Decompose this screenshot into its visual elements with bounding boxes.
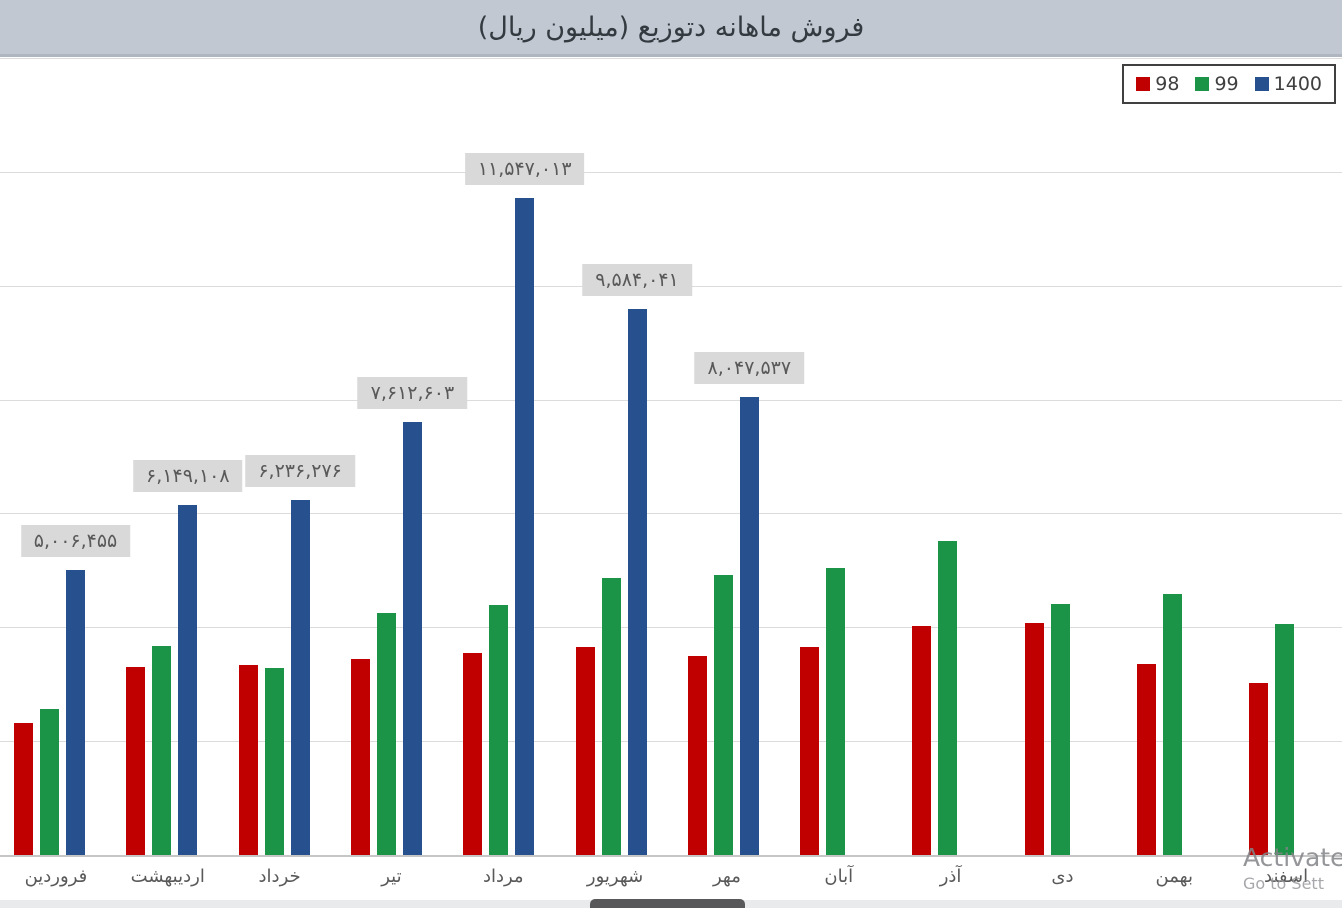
- value-label-month-7: ۸,۰۴۷,۵۳۷: [694, 351, 805, 384]
- bar-1400-month-7: [739, 396, 759, 855]
- bar-1400-month-6: [627, 309, 647, 855]
- bar-99-month-9: [938, 540, 958, 855]
- bar-99-month-6: [601, 577, 621, 855]
- x-axis-label-month-8: آبان: [824, 866, 854, 887]
- x-axis-label-month-4: تیر: [381, 866, 402, 887]
- bar-99-month-8: [826, 568, 846, 855]
- bar-group-month-1: [14, 570, 85, 855]
- gridline-14000000: [0, 58, 1342, 59]
- bar-98-month-2: [126, 667, 146, 855]
- bar-99-month-7: [713, 574, 733, 855]
- bar-group-month-5: [463, 197, 535, 855]
- bar-1400-month-4: [402, 421, 422, 855]
- gridline-6000000: [0, 513, 1342, 515]
- legend-item-99: 99: [1195, 73, 1239, 95]
- bar-group-month-4: [350, 421, 422, 855]
- bar-98-month-1: [14, 722, 33, 855]
- value-label-month-5: ۱۱,۵۴۷,۰۱۳: [464, 152, 585, 185]
- x-axis-label-month-5: مرداد: [482, 866, 524, 887]
- value-label-month-2: ۶,۱۴۹,۱۰۸: [133, 459, 243, 492]
- bar-98-month-6: [575, 647, 595, 855]
- bar-99-month-2: [152, 646, 172, 855]
- bar-group-month-2: [126, 504, 198, 855]
- bar-group-month-8: [800, 568, 846, 855]
- plot-area: ۵,۰۰۶,۴۵۵ ۶,۱۴۹,۱۰۸ ۶,۲۳۶,۲۷۶ ۷,۶۱۲,۶۰۳ ۱۱,۵…: [0, 58, 1342, 855]
- bar-98-month-5: [463, 652, 483, 855]
- gridline-12000000: [0, 171, 1342, 173]
- x-axis-label-month-7: مهر: [712, 866, 741, 887]
- value-label-month-6: ۹,۵۸۴,۰۴۱: [582, 264, 692, 297]
- x-axis-label-month-11: بهمن: [1155, 866, 1193, 887]
- x-axis-label-month-2: اردیبهشت: [130, 866, 205, 887]
- bar-98-month-3: [238, 664, 258, 855]
- bar-98-month-11: [1137, 663, 1156, 855]
- value-label-month-4: ۷,۶۱۲,۶۰۳: [357, 376, 468, 409]
- bar-98-month-8: [800, 647, 820, 855]
- bar-99-month-5: [489, 605, 509, 855]
- chart-header: فروش ماهانه دتوزیع (میلیون ریال): [0, 0, 1342, 57]
- bar-99-month-3: [264, 667, 284, 855]
- bar-99-month-1: [40, 708, 59, 855]
- legend-swatch-icon: [1254, 77, 1269, 91]
- gridline-8000000: [0, 399, 1342, 401]
- bar-98-month-4: [350, 659, 370, 855]
- bar-99-month-10: [1050, 603, 1070, 855]
- bar-1400-month-5: [515, 197, 535, 855]
- bar-1400-month-2: [178, 504, 198, 855]
- x-axis-line: [0, 855, 1342, 857]
- x-axis-labels: فروردین اردیبهشت خرداد تیر مرداد شهریور مهر آبا…: [0, 860, 1342, 898]
- x-axis-label-month-10: دی: [1051, 866, 1074, 887]
- gridline-4000000: [0, 627, 1342, 629]
- x-axis-label-month-1: فروردین: [24, 866, 88, 887]
- bar-group-month-6: [575, 309, 647, 855]
- legend-label: 1400: [1273, 73, 1322, 95]
- bar-99-month-4: [376, 613, 396, 855]
- x-axis-label-month-6: شهریور: [586, 866, 644, 887]
- gridline-2000000: [0, 741, 1342, 743]
- bar-99-month-11: [1163, 593, 1182, 855]
- legend-swatch-icon: [1136, 77, 1151, 91]
- chart-title: فروش ماهانه دتوزیع (میلیون ریال): [477, 11, 865, 43]
- legend-item-1400: 1400: [1254, 73, 1322, 95]
- bar-99-month-12: [1275, 623, 1295, 855]
- bar-group-month-9: [912, 540, 958, 855]
- legend: 98 99 1400: [1122, 64, 1336, 104]
- bar-group-month-11: [1137, 593, 1182, 855]
- bar-98-month-12: [1249, 683, 1269, 855]
- video-scrubber[interactable]: [590, 899, 745, 908]
- bar-98-month-7: [687, 655, 707, 855]
- bar-group-month-3: [238, 499, 310, 855]
- bar-98-month-10: [1024, 622, 1044, 855]
- x-axis-label-month-12: اسفند: [1264, 866, 1309, 887]
- bar-1400-month-1: [66, 570, 85, 855]
- legend-label: 98: [1155, 73, 1180, 95]
- legend-swatch-icon: [1195, 77, 1210, 91]
- bar-group-month-12: [1249, 623, 1295, 855]
- x-axis-label-month-3: خرداد: [258, 866, 301, 887]
- bar-1400-month-3: [290, 499, 310, 855]
- bar-group-month-10: [1024, 603, 1070, 855]
- bar-group-month-7: [687, 396, 759, 855]
- legend-item-98: 98: [1136, 73, 1179, 95]
- bar-98-month-9: [912, 626, 932, 855]
- value-label-month-3: ۶,۲۳۶,۲۷۶: [245, 454, 355, 487]
- legend-label: 99: [1214, 73, 1239, 95]
- value-label-month-1: ۵,۰۰۶,۴۵۵: [20, 525, 131, 557]
- x-axis-label-month-9: آذر: [939, 866, 962, 887]
